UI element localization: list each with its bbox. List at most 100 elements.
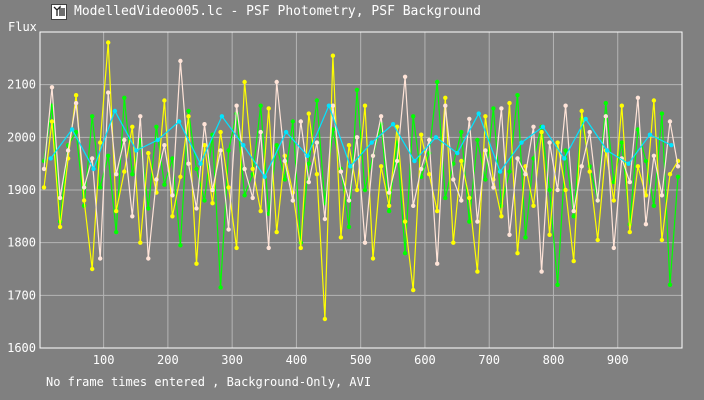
series-2-point (378, 164, 384, 169)
series-3-point (443, 103, 448, 108)
series-3-point (386, 190, 392, 195)
series-3-point (266, 245, 271, 251)
series-2-point (274, 229, 279, 235)
series-2-point (73, 93, 79, 98)
series-1-point (282, 177, 287, 182)
series-3-point (547, 140, 552, 145)
status-text: No frame times entered , Background-Only… (46, 375, 372, 389)
series-1-point (73, 129, 79, 135)
series-3-point (675, 164, 681, 169)
series-3-point (81, 185, 87, 190)
series-2-point (258, 208, 263, 214)
series-3-point (467, 116, 472, 122)
series-2-point (547, 232, 552, 237)
series-3-point (579, 164, 584, 169)
x-tick-label: 800 (543, 353, 565, 367)
series-2-point (411, 287, 416, 293)
series-2-point (419, 132, 424, 137)
series-3-point (595, 198, 600, 203)
series-3-point (435, 261, 440, 266)
series-4-point (519, 140, 524, 145)
series-2-point (459, 158, 464, 164)
series-4-point (497, 169, 503, 174)
series-4-point (283, 129, 289, 135)
series-2-point (531, 203, 536, 208)
series-1-point (635, 127, 641, 132)
y-tick-label: 2000 (7, 130, 36, 144)
series-3-point (523, 172, 528, 177)
series-1-point (202, 198, 207, 203)
series-3-point (402, 74, 408, 80)
series-3-point (210, 187, 215, 193)
series-1-point (386, 208, 392, 214)
axis-layer: 1600 1700 1800 1900 2000 2100 100 200 300 400 500 6… (7, 31, 683, 367)
series-1-point (90, 114, 95, 119)
series-3-point (555, 187, 560, 193)
series-2-point (186, 114, 191, 119)
series-4-point (540, 124, 546, 129)
series-3-point (194, 206, 199, 211)
series-2-point (57, 224, 63, 230)
series-2-point (571, 258, 576, 264)
series-2-point (162, 98, 167, 103)
series-2-point (475, 269, 480, 274)
series-3-point (563, 103, 568, 108)
series-3-point (250, 195, 255, 201)
series-2-point (362, 103, 368, 108)
series-1-point (555, 282, 560, 287)
series-3-point (362, 240, 368, 245)
series-3-point (186, 161, 191, 166)
series-1-point (475, 137, 480, 143)
series-2-point (218, 129, 223, 135)
series-2-point (435, 208, 440, 214)
series-4-point (669, 143, 674, 148)
series-4-point (369, 140, 374, 145)
y-tick-label: 1600 (7, 341, 36, 355)
series-2-point (370, 256, 376, 261)
series-4-point (412, 158, 417, 164)
series-2-point (81, 198, 87, 203)
series-3-point (499, 106, 504, 111)
series-4-point (69, 127, 75, 132)
series-3-point (114, 172, 119, 177)
series-3-point (451, 177, 456, 182)
series-3-point (146, 256, 151, 261)
series-3-point (258, 129, 263, 135)
series-3-point (234, 103, 239, 108)
series-2-point (443, 95, 448, 101)
series-2-point (595, 237, 600, 243)
series-3-point (41, 166, 47, 172)
series-3-point (282, 158, 287, 164)
series-1-point (354, 87, 360, 93)
x-tick-label: 300 (221, 353, 243, 367)
series-1-point (643, 158, 649, 164)
series-1-point (435, 79, 440, 85)
series-2-point (659, 237, 665, 243)
y-tick-label: 1800 (7, 236, 36, 250)
series-3-point (539, 269, 544, 274)
series-2-point (483, 114, 488, 119)
series-2-point (587, 169, 592, 174)
series-2-point (651, 98, 657, 103)
series-3-point (65, 148, 71, 153)
series-3-point (667, 119, 673, 124)
series-3-point (226, 227, 231, 232)
series-3-point (394, 158, 400, 164)
series-3-line (43, 60, 679, 272)
series-1-point (258, 103, 263, 108)
series-2-point (226, 185, 231, 190)
series-2-point (130, 124, 135, 129)
series-2-point (555, 140, 560, 145)
series-4-point (48, 156, 53, 161)
series-4-point (390, 122, 396, 127)
series-layer (41, 40, 681, 322)
series-3-point (170, 193, 175, 198)
y-axis-label: Flux (8, 20, 37, 34)
series-4-point (348, 164, 353, 169)
series-2-point (298, 245, 303, 251)
series-1-point (218, 285, 223, 290)
series-1-point (402, 251, 408, 256)
series-3-point (162, 143, 167, 148)
series-2-point (402, 219, 408, 224)
series-2-point (467, 195, 472, 201)
